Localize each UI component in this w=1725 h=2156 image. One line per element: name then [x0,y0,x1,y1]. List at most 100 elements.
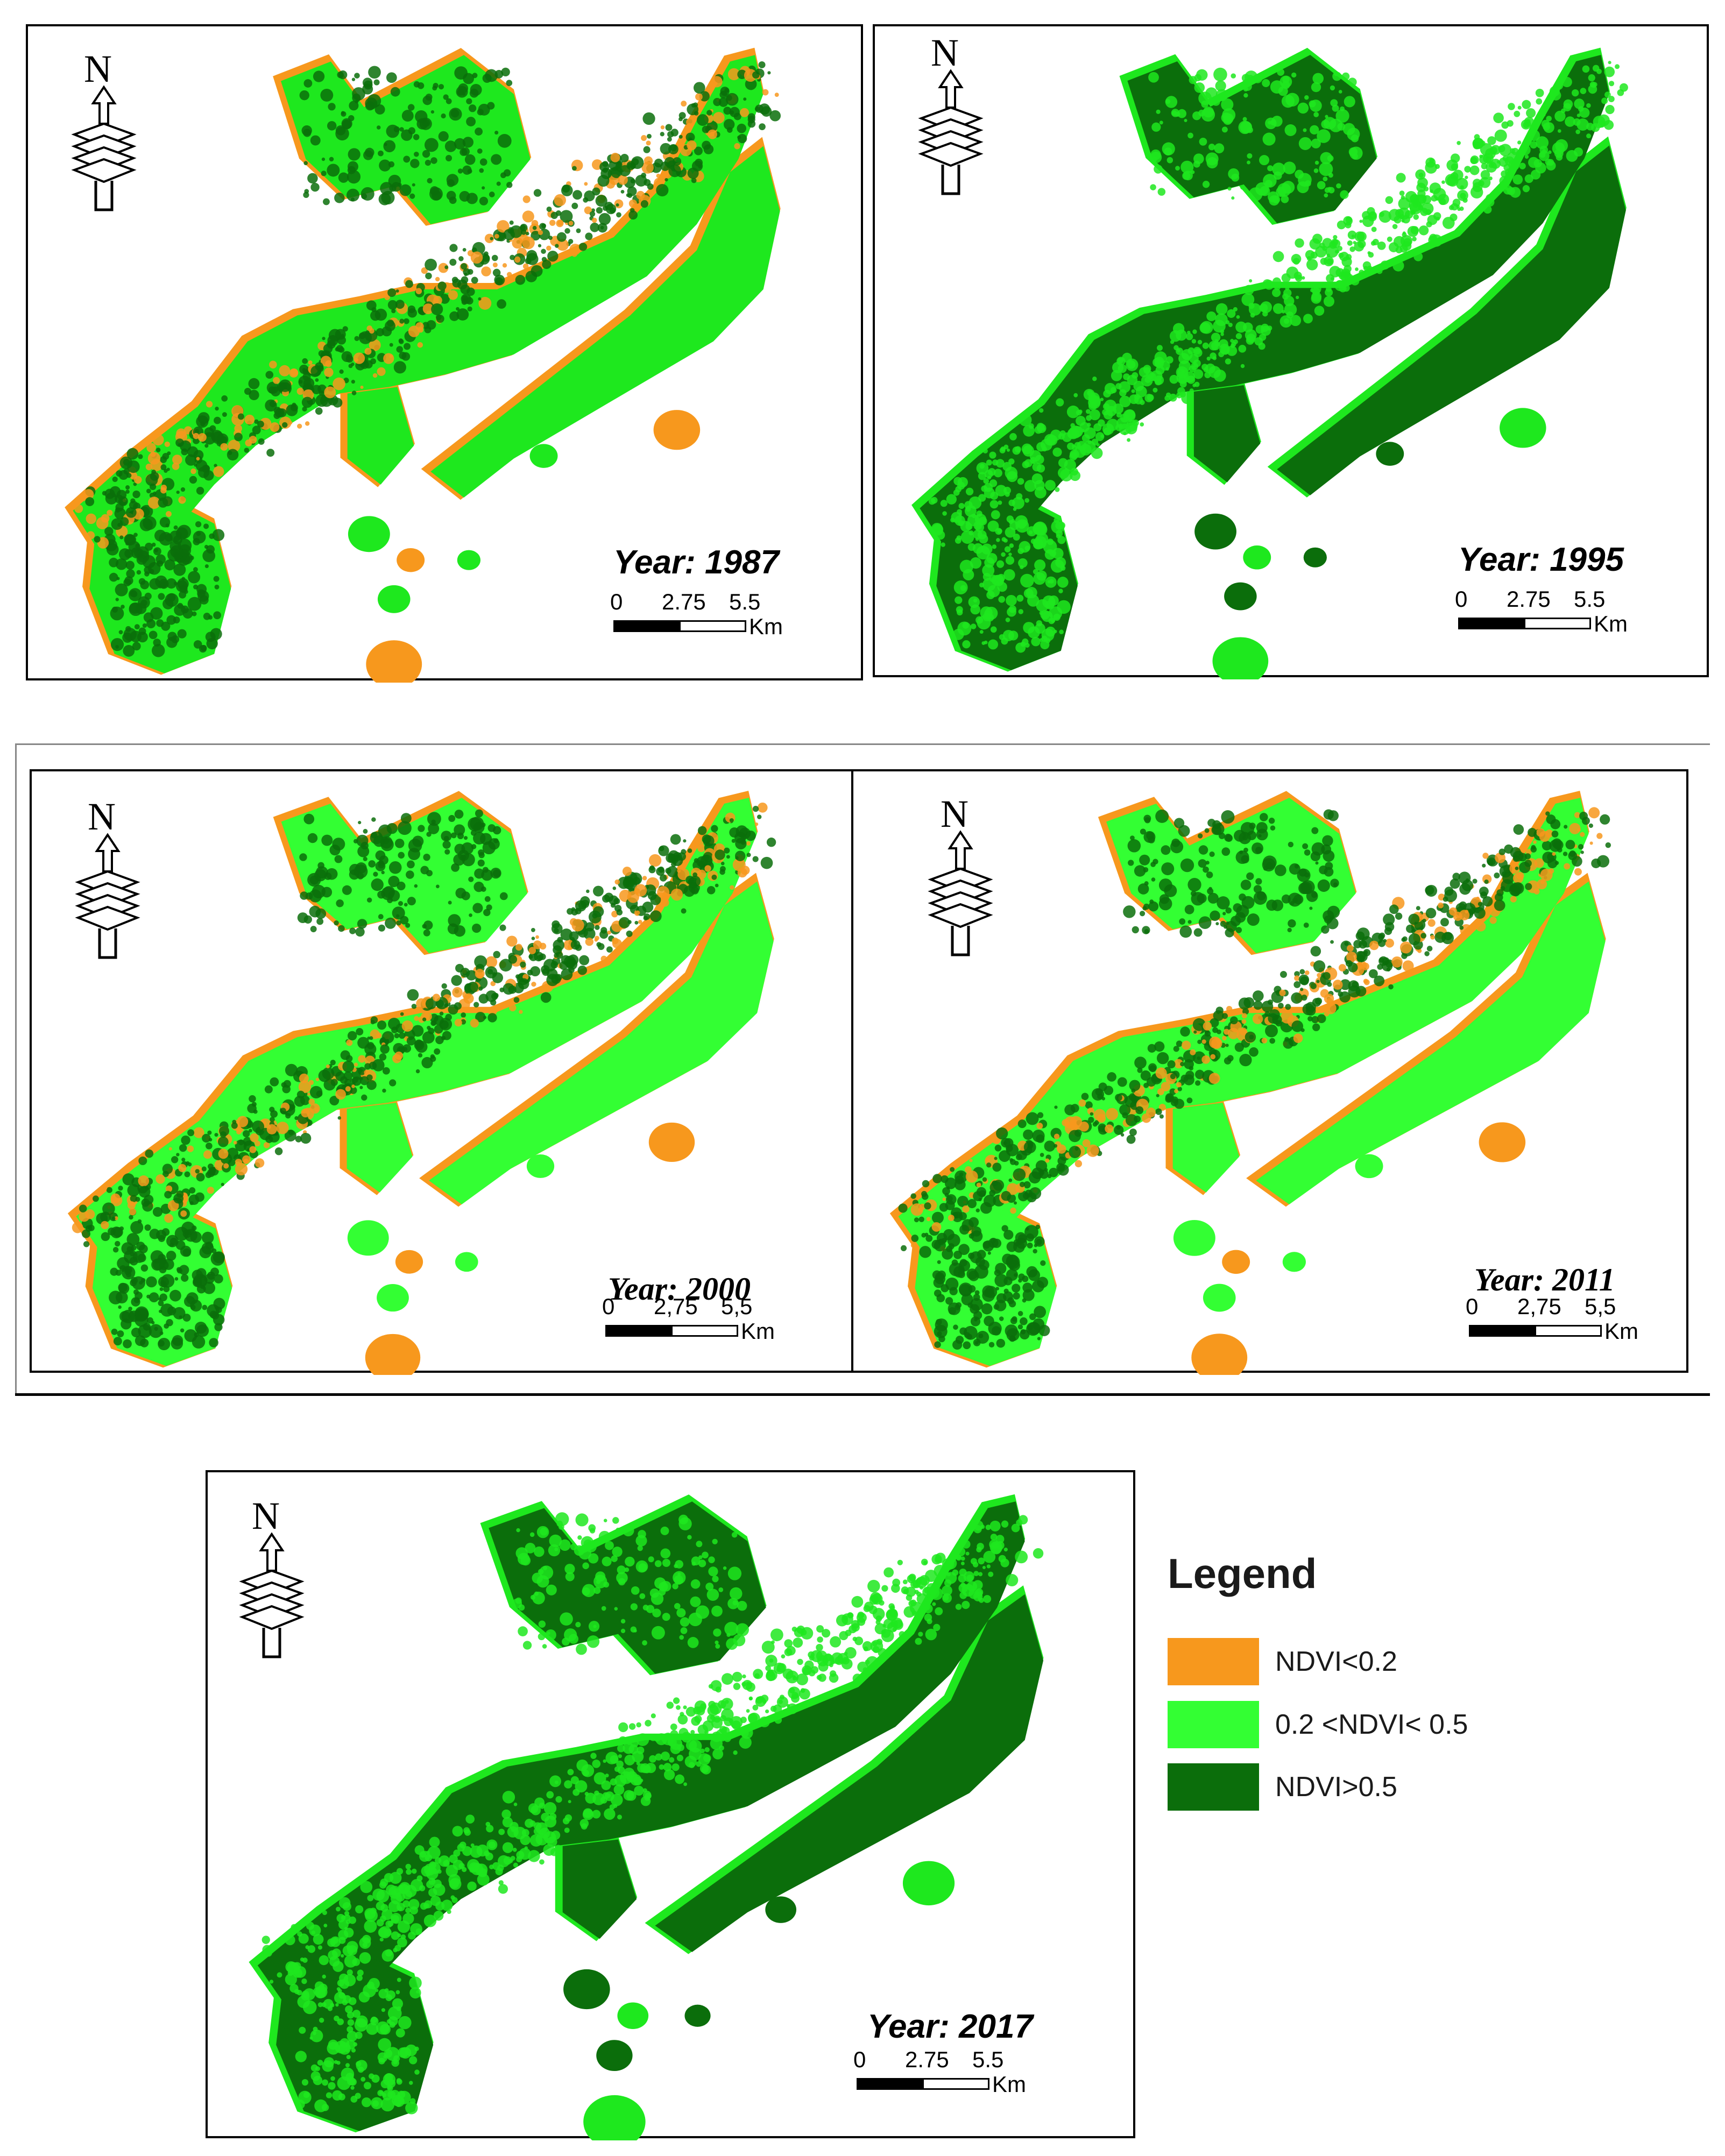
legend-swatch-low [1168,1638,1259,1685]
land-core-3 [655,1594,1044,1952]
islet-3 [583,2095,646,2140]
land-core-3 [430,146,780,498]
land-core-4 [1193,385,1261,483]
scale-tick-0: 0 [1455,586,1468,612]
scale-segment-white [922,2078,989,2090]
legend-title: Legend [1168,1550,1317,1597]
islet-5 [1479,1122,1526,1162]
scale-segment-black [857,2078,924,2090]
scale-tick-1: 2.75 [662,589,706,614]
year-label: Year: 2017 [867,2008,1033,2045]
year-label: Year: 2000 [608,1271,751,1307]
islet-1 [1222,1250,1250,1274]
scale-tick-0: 0 [610,589,623,614]
legend-swatch-mid [1168,1701,1259,1748]
islet-1 [395,1250,423,1274]
land-core-3 [1277,145,1626,495]
islet-0 [347,1220,389,1256]
ndvi-map-5 [249,1494,1044,2140]
islet-0 [1194,513,1236,550]
scale-segment-white [671,1325,738,1337]
islet-2 [377,1283,409,1312]
scale-tick-0: 0 [853,2047,866,2072]
ndvi-map-2 [911,47,1628,679]
legend-label-high: NDVI>0.5 [1275,1771,1397,1803]
north-label: N [252,1495,280,1537]
scale-unit: Km [1604,1318,1638,1344]
islet-6 [1282,1252,1306,1272]
scale-tick-2: 5.5 [729,589,761,614]
ndvi-texture [74,61,781,657]
north-arrow-icon: N [920,792,1001,971]
scale-tick-1: 2,75 [654,1294,698,1319]
land-core-4 [347,1103,413,1193]
islet-6 [684,2004,711,2027]
islet-2 [1224,582,1257,611]
land-core-2 [1127,55,1377,224]
land-core-4 [1172,1103,1240,1193]
islet-3 [365,1334,421,1375]
scale-segment-white [1524,618,1591,629]
islet-4 [1376,442,1404,466]
scale-segment-white [1535,1325,1602,1337]
legend-item-high: NDVI>0.5 [1168,1763,1544,1812]
land-core-2 [1106,797,1356,954]
islet-4 [765,1896,797,1923]
scale-tick-2: 5.5 [1574,586,1606,612]
ndvi-texture [72,802,776,1351]
islet-5 [653,410,701,450]
islet-4 [529,444,558,468]
islet-0 [348,516,390,552]
north-arrow-icon: N [231,1494,312,1673]
islet-6 [1303,547,1327,568]
north-label: N [931,32,959,74]
scale-tick-2: 5,5 [721,1294,753,1319]
islet-2 [1203,1283,1236,1312]
scale-tick-1: 2.75 [905,2047,949,2072]
land-core-0 [73,55,763,550]
islet-5 [1500,408,1546,448]
legend-swatch-high [1168,1763,1259,1811]
land-core-0 [920,55,1609,548]
ndvi-map-4 [889,791,1611,1375]
north-arrow-icon: N [63,47,144,226]
north-arrow-icon: N [67,795,148,974]
scale-segment-black [613,620,681,632]
islet-2 [596,2040,633,2072]
ndvi-map-1 [65,47,781,683]
scale-bar: 0 2.75 5.5 Km [1455,586,1641,646]
legend-item-low: NDVI<0.2 [1168,1638,1544,1686]
land-core-4 [562,1839,637,1939]
scale-unit: Km [992,2072,1026,2097]
ndvi-texture [928,61,1628,653]
scale-unit: Km [749,614,783,639]
north-label: N [941,793,968,835]
legend-label-mid: 0.2 <NDVI< 0.5 [1275,1709,1468,1740]
north-label: N [88,796,116,838]
islet-1 [397,548,425,572]
islet-6 [455,1252,478,1272]
year-label: Year: 1995 [1458,541,1624,578]
scale-tick-1: 2.75 [1507,586,1551,612]
islet-6 [457,550,481,570]
ndvi-texture [898,807,1611,1350]
north-arrow-icon: N [910,31,991,210]
middle-row-top-rule [15,743,1710,745]
scale-bar: 0 2,75 5,5 Km [602,1294,788,1353]
islet-1 [617,2002,649,2029]
land-core-3 [429,881,774,1205]
islet-4 [526,1154,555,1178]
islet-3 [366,640,422,683]
islet-4 [1355,1154,1383,1179]
scale-unit: Km [1594,611,1628,636]
scale-segment-black [1469,1325,1536,1337]
ndvi-texture [261,1512,1044,2115]
legend: Legend NDVI<0.2 0.2 <NDVI< 0.5 NDVI>0.5 [1168,1549,1544,1829]
scale-tick-0: 0 [1466,1294,1479,1319]
scale-unit: Km [741,1318,775,1344]
scale-segment-white [679,620,746,632]
islet-1 [1243,545,1271,570]
scale-bar: 0 2.75 5.5 Km [610,589,796,648]
scale-tick-2: 5.5 [972,2047,1004,2072]
scale-tick-2: 5,5 [1585,1294,1616,1319]
